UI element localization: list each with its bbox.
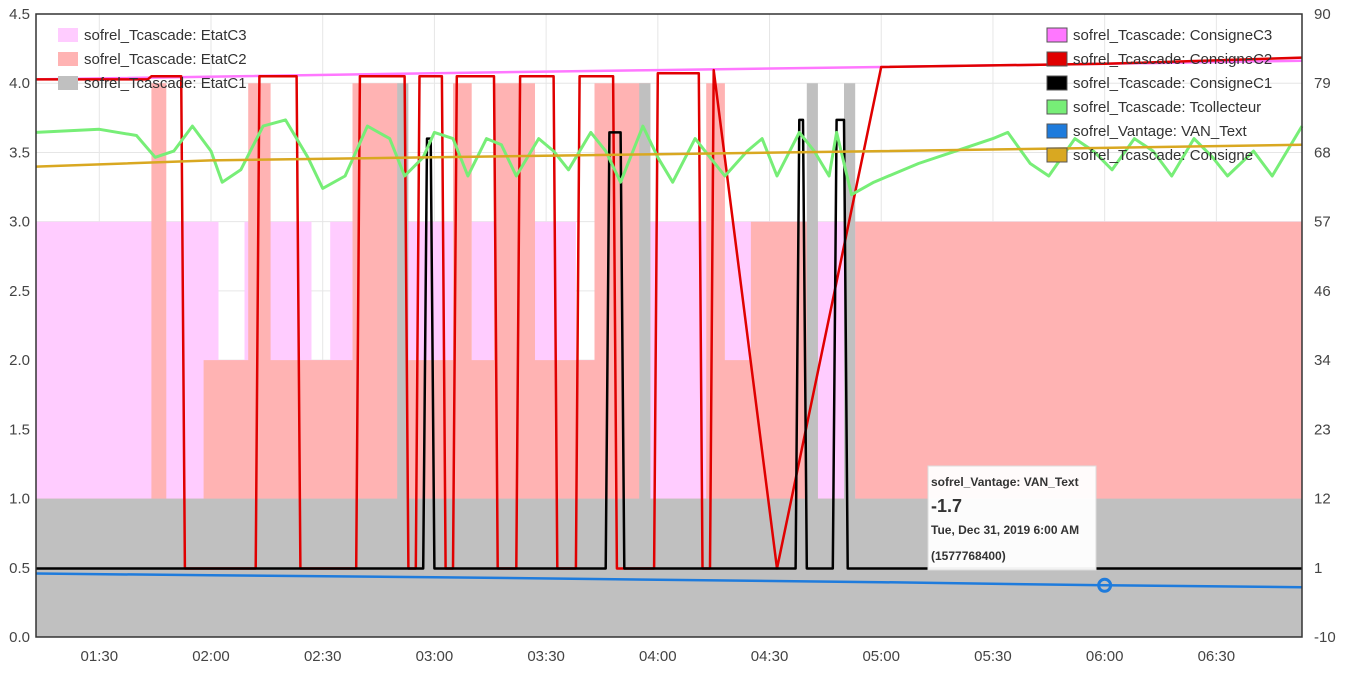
y-right-tick-label: 34 — [1314, 352, 1331, 369]
legend-item-tcollecteur[interactable]: sofrel_Tcascade: Tcollecteur — [1046, 99, 1261, 116]
y-right-tick-label: 68 — [1314, 144, 1331, 161]
x-tick-label: 06:00 — [1086, 648, 1124, 665]
y-right-tick-label: 12 — [1314, 491, 1331, 508]
x-tick-label: 02:30 — [304, 648, 342, 665]
legend-swatch — [1046, 99, 1068, 115]
legend-item-consignec3[interactable]: sofrel_Tcascade: ConsigneC3 — [1046, 27, 1272, 44]
y-left-tick-label: 2.0 — [9, 352, 30, 369]
legend-item-van-text[interactable]: sofrel_Vantage: VAN_Text — [1046, 123, 1248, 140]
y-left-tick-label: 0.5 — [9, 560, 30, 577]
y-left-tick-label: 0.0 — [9, 629, 30, 646]
x-tick-label: 06:30 — [1198, 648, 1236, 665]
legend-item-consigne[interactable]: sofrel_Tcascade: Consigne — [1046, 147, 1253, 164]
x-tick-label: 03:30 — [527, 648, 565, 665]
y-right-tick-label: 90 — [1314, 6, 1331, 23]
x-tick-label: 05:00 — [862, 648, 900, 665]
tooltip-series: sofrel_Vantage: VAN_Text — [931, 475, 1079, 489]
tooltip-timestamp: (1577768400) — [931, 549, 1006, 563]
x-tick-label: 03:00 — [416, 648, 454, 665]
line-consigne — [35, 143, 1303, 168]
y-left-tick-label: 4.5 — [9, 6, 30, 23]
y-left-tick-label: 3.0 — [9, 214, 30, 231]
legend-label: sofrel_Tcascade: ConsigneC2 — [1073, 51, 1272, 68]
line-series — [35, 56, 1304, 589]
y-right-tick-label: 46 — [1314, 283, 1331, 300]
legend-label: sofrel_Vantage: VAN_Text — [1073, 123, 1248, 140]
legend-swatch — [58, 76, 78, 90]
line-van-text — [35, 572, 1303, 589]
legend-label: sofrel_Tcascade: EtatC2 — [84, 51, 247, 68]
x-tick-label: 01:30 — [81, 648, 119, 665]
legend-item-etatc1[interactable]: sofrel_Tcascade: EtatC1 — [58, 75, 247, 92]
legend-swatch — [1046, 51, 1068, 67]
legend-left[interactable]: sofrel_Tcascade: EtatC3 sofrel_Tcascade: … — [58, 27, 247, 92]
line-consignec2 — [36, 56, 1303, 570]
tooltip-date: Tue, Dec 31, 2019 6:00 AM — [931, 523, 1079, 537]
area-etatc1 — [36, 83, 1302, 637]
legend-item-etatc2[interactable]: sofrel_Tcascade: EtatC2 — [58, 51, 247, 68]
y-left-tick-label: 1.0 — [9, 491, 30, 508]
legend-label: sofrel_Tcascade: Tcollecteur — [1073, 99, 1261, 116]
x-tick-label: 02:00 — [192, 648, 230, 665]
tick-labels: 0.0 0.5 1.0 1.5 2.0 2.5 3.0 3.5 4.0 4.5 -10 1 12 23 34… — [9, 6, 1336, 665]
legend-swatch — [1046, 75, 1068, 91]
legend-swatch — [58, 52, 78, 66]
legend-swatch — [58, 28, 78, 42]
y-right-tick-label: 79 — [1314, 75, 1331, 92]
legend-item-consignec1[interactable]: sofrel_Tcascade: ConsigneC1 — [1046, 75, 1272, 92]
y-left-tick-label: 1.5 — [9, 421, 30, 438]
x-tick-label: 04:00 — [639, 648, 677, 665]
legend-label: sofrel_Tcascade: EtatC1 — [84, 75, 247, 92]
legend-swatch — [1046, 147, 1068, 163]
legend-swatch — [1046, 123, 1068, 139]
legend-label: sofrel_Tcascade: EtatC3 — [84, 27, 247, 44]
legend-right[interactable]: sofrel_Tcascade: ConsigneC3 sofrel_Tcasca… — [1046, 27, 1272, 164]
y-right-tick-label: -10 — [1314, 629, 1336, 646]
tooltip-box — [927, 465, 1097, 571]
hover-point-marker — [1097, 577, 1113, 593]
y-right-tick-label: 57 — [1314, 214, 1331, 231]
legend-item-consignec2[interactable]: sofrel_Tcascade: ConsigneC2 — [1046, 51, 1272, 68]
legend-item-etatc3[interactable]: sofrel_Tcascade: EtatC3 — [58, 27, 247, 44]
y-right-tick-label: 1 — [1314, 560, 1322, 577]
plot-frame — [35, 13, 1303, 638]
tooltip-value: -1.7 — [931, 496, 962, 516]
x-tick-label: 04:30 — [751, 648, 789, 665]
legend-label: sofrel_Tcascade: Consigne — [1073, 147, 1253, 164]
legend-label: sofrel_Tcascade: ConsigneC3 — [1073, 27, 1272, 44]
legend-label: sofrel_Tcascade: ConsigneC1 — [1073, 75, 1272, 92]
legend-swatch — [1046, 27, 1068, 43]
y-right-tick-label: 23 — [1314, 421, 1331, 438]
y-left-tick-label: 3.5 — [9, 144, 30, 161]
x-tick-label: 05:30 — [974, 648, 1012, 665]
tooltip: sofrel_Vantage: VAN_Text -1.7 Tue, Dec 3… — [927, 465, 1097, 571]
y-left-tick-label: 2.5 — [9, 283, 30, 300]
y-left-tick-label: 4.0 — [9, 75, 30, 92]
